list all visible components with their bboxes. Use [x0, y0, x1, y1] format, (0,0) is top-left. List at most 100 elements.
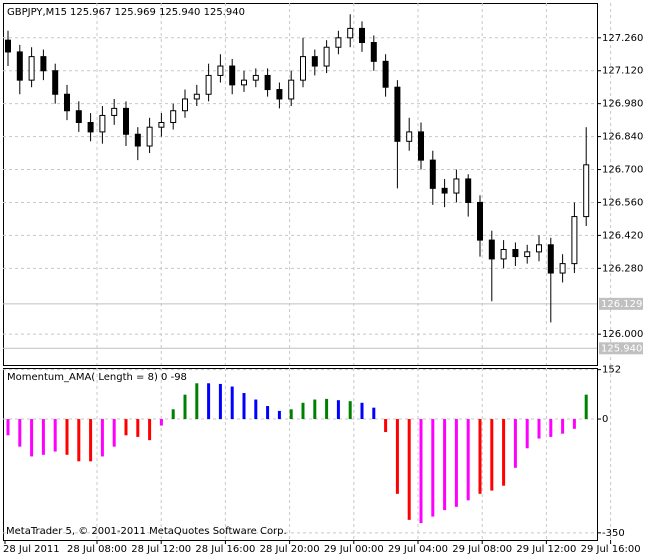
price-label-box — [599, 297, 643, 310]
copyright: MetaTrader 5, © 2001-2011 MetaQuotes Sof… — [6, 526, 287, 537]
indicator-title: Momentum_AMA( Length = 8) 0 -98 — [7, 372, 187, 383]
y-tick-label: 127.120 — [602, 66, 643, 77]
histogram-bar — [100, 419, 104, 457]
histogram-bar — [53, 419, 57, 452]
candle-body — [193, 93, 200, 100]
histogram-bar — [242, 393, 246, 420]
histogram-bar — [6, 419, 10, 436]
y-tick-label: -350 — [602, 528, 625, 539]
histogram-bar — [77, 419, 81, 462]
candle-body — [418, 131, 424, 161]
x-tick-label: 28 Jul 12:00 — [131, 544, 191, 555]
candle-body — [512, 249, 519, 258]
y-tick-label: 126.840 — [602, 132, 643, 143]
candle-body — [583, 164, 590, 218]
histogram-bar — [112, 419, 116, 447]
y-tick-label: 126.000 — [602, 329, 643, 340]
y-tick-label: 152 — [602, 365, 621, 376]
y-tick-label: 126.560 — [602, 197, 643, 208]
histogram-bar — [183, 394, 187, 420]
histogram-bar — [537, 419, 541, 439]
candle-body — [146, 126, 153, 147]
candle-body — [406, 131, 413, 142]
histogram-bar — [419, 419, 423, 524]
candle-body — [571, 216, 578, 265]
candle-body — [87, 121, 94, 133]
x-tick-label: 29 Jul 16:00 — [581, 544, 641, 555]
histogram-bar — [572, 419, 576, 429]
histogram-bar — [30, 419, 34, 457]
candle-body — [547, 244, 554, 274]
histogram-bar — [266, 406, 270, 420]
candle-body — [500, 249, 507, 260]
histogram-bar — [549, 419, 553, 437]
candle-body — [241, 79, 247, 86]
candle-body — [229, 65, 236, 86]
histogram-bar — [443, 419, 447, 511]
candle-body — [170, 110, 177, 123]
x-tick-label: 28 Jul 20:00 — [260, 544, 320, 555]
candle-body — [382, 60, 389, 88]
candle-body — [288, 79, 295, 100]
candle-body — [182, 98, 188, 112]
marks — [5, 14, 590, 524]
histogram-bar — [289, 409, 293, 420]
candle-body — [300, 56, 306, 81]
candle-body — [359, 27, 365, 44]
histogram-bar — [584, 394, 588, 420]
histogram-bar — [41, 419, 45, 455]
y-tick-label: 126.280 — [602, 263, 643, 274]
y-tick-label: 0 — [602, 414, 608, 425]
histogram-bar — [313, 399, 317, 420]
histogram-bar — [372, 407, 376, 420]
x-tick-label: 29 Jul 08:00 — [452, 544, 512, 555]
candle-body — [559, 263, 566, 274]
histogram-bar — [490, 419, 494, 491]
candle-body — [335, 37, 342, 48]
candle-body — [429, 159, 436, 189]
candle-body — [370, 42, 377, 62]
histogram-bar — [454, 419, 458, 507]
histogram-bar — [431, 419, 435, 517]
candle-body — [441, 187, 448, 194]
candle-body — [134, 133, 141, 147]
histogram-bar — [171, 409, 175, 420]
histogram-bar — [395, 419, 399, 494]
candle-body — [75, 110, 82, 123]
x-tick-label: 29 Jul 04:00 — [388, 544, 448, 555]
histogram-bar — [65, 419, 69, 455]
x-tick-label: 29 Jul 00:00 — [324, 544, 384, 555]
candle-body — [99, 114, 106, 133]
candle-body — [28, 56, 35, 81]
symbol: GBPJPY,M15 — [7, 7, 67, 18]
candle-body — [536, 244, 542, 253]
histogram-bar — [207, 383, 211, 420]
histogram-bar — [159, 419, 163, 426]
histogram-bar — [301, 402, 305, 420]
histogram-bar — [384, 419, 388, 433]
price-label: 125.940 — [601, 343, 642, 354]
histogram-bar — [478, 419, 482, 494]
histogram-bar — [561, 419, 565, 434]
histogram-bar — [325, 398, 329, 420]
histogram-bar — [407, 419, 411, 520]
candle-body — [16, 51, 23, 81]
histogram-bar — [254, 399, 258, 420]
price-label: 126.129 — [601, 299, 642, 310]
candle-body — [205, 74, 212, 95]
histogram-bar — [148, 419, 152, 441]
y-tick-label: 126.420 — [602, 230, 643, 241]
x-tick-label: 29 Jul 12:00 — [516, 544, 576, 555]
price-label-box — [599, 342, 643, 355]
y-tick-label: 126.700 — [602, 165, 643, 176]
x-tick-label: 28 Jul 16:00 — [195, 544, 255, 555]
histogram-bar — [466, 419, 470, 501]
candle-body — [64, 93, 70, 112]
candle-body — [311, 56, 318, 67]
candle-body — [488, 239, 495, 260]
histogram-bar — [195, 383, 199, 420]
candle-body — [347, 27, 354, 39]
candle-body — [323, 46, 330, 67]
histogram-bar — [218, 383, 222, 420]
histogram-bar — [360, 402, 364, 420]
